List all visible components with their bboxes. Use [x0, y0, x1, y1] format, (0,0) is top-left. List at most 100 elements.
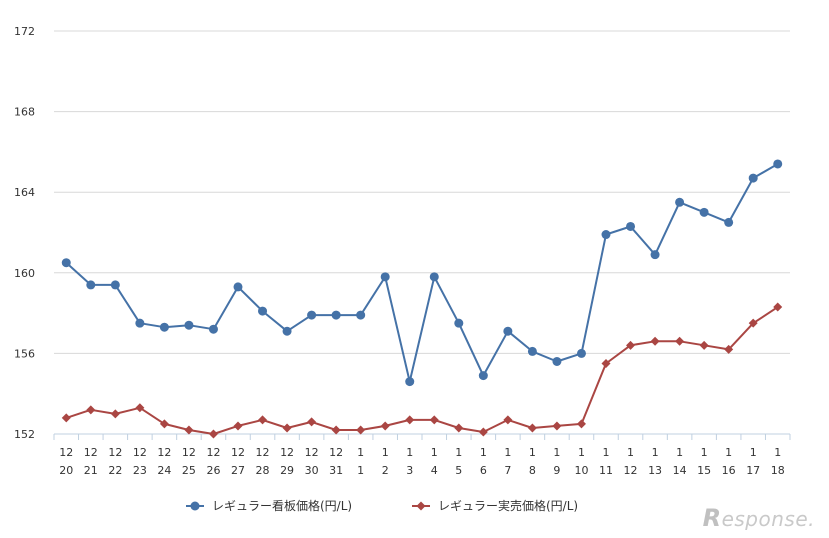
x-tick-label-day: 5 [455, 464, 462, 477]
data-point [552, 421, 562, 431]
x-tick-label-month: 12 [84, 446, 98, 459]
data-point [405, 415, 415, 425]
x-tick-label-month: 12 [329, 446, 343, 459]
data-point [61, 413, 71, 423]
x-tick-label-day: 7 [504, 464, 511, 477]
legend-marker [190, 501, 200, 511]
data-point [405, 377, 415, 387]
data-point [135, 403, 145, 413]
x-tick-label-day: 28 [256, 464, 270, 477]
data-point [675, 197, 685, 207]
data-point [601, 358, 611, 368]
x-tick-label-day: 25 [182, 464, 196, 477]
data-point [233, 421, 243, 431]
data-point [86, 280, 96, 290]
data-point [724, 217, 734, 227]
data-point [208, 429, 218, 439]
x-tick-label-month: 1 [406, 446, 413, 459]
data-point [527, 346, 537, 356]
chart-series [61, 159, 783, 439]
legend-label: レギュラー看板価格(円/L) [212, 498, 352, 513]
x-tick-label-month: 1 [431, 446, 438, 459]
data-point [748, 173, 758, 183]
x-tick-label-day: 21 [84, 464, 98, 477]
data-point [429, 415, 439, 425]
x-tick-label-day: 10 [574, 464, 588, 477]
y-tick-label: 156 [14, 347, 35, 360]
x-tick-label-month: 12 [157, 446, 171, 459]
x-tick-label-month: 12 [206, 446, 220, 459]
legend-label: レギュラー実売価格(円/L) [438, 498, 578, 513]
x-tick-label-day: 8 [529, 464, 536, 477]
x-tick-label-day: 17 [746, 464, 760, 477]
data-point [282, 423, 292, 433]
data-point [135, 318, 145, 328]
chart-grid [54, 30, 790, 435]
data-point [773, 302, 783, 312]
data-point [650, 250, 660, 260]
y-tick-label: 168 [14, 106, 35, 119]
x-tick-label-day: 2 [382, 464, 389, 477]
x-tick-label-month: 1 [676, 446, 683, 459]
x-tick-label-day: 14 [673, 464, 687, 477]
data-point [331, 310, 341, 320]
data-point [576, 419, 586, 429]
x-tick-label-month: 1 [529, 446, 536, 459]
data-point [307, 417, 317, 427]
x-tick-label-day: 11 [599, 464, 613, 477]
data-point [503, 326, 513, 336]
x-tick-label-month: 1 [382, 446, 389, 459]
data-point [576, 348, 586, 358]
x-tick-label-day: 30 [305, 464, 319, 477]
x-tick-label-day: 23 [133, 464, 147, 477]
x-tick-label-day: 27 [231, 464, 245, 477]
x-tick-label-month: 1 [553, 446, 560, 459]
x-tick-label-day: 1 [357, 464, 364, 477]
x-tick-label-day: 20 [59, 464, 73, 477]
data-point [380, 272, 390, 282]
data-point [356, 425, 366, 435]
data-point [159, 322, 169, 332]
x-tick-label-day: 29 [280, 464, 294, 477]
y-tick-label: 160 [14, 267, 35, 280]
x-tick-label-month: 1 [504, 446, 511, 459]
x-tick-label-month: 1 [750, 446, 757, 459]
x-tick-label-month: 12 [133, 446, 147, 459]
x-tick-label-month: 1 [725, 446, 732, 459]
data-point [356, 310, 366, 320]
x-tick-label-month: 1 [627, 446, 634, 459]
data-point [675, 336, 685, 346]
data-point [748, 318, 758, 328]
legend-marker [416, 501, 426, 511]
data-point [380, 421, 390, 431]
y-tick-label: 164 [14, 186, 35, 199]
y-axis: 152 156 160 164 168 172 [14, 25, 35, 441]
data-point [454, 423, 464, 433]
x-tick-label-day: 26 [206, 464, 220, 477]
x-tick-label-day: 9 [553, 464, 560, 477]
data-point [258, 415, 268, 425]
y-tick-label: 152 [14, 428, 35, 441]
x-tick-label-day: 16 [722, 464, 736, 477]
x-tick-label-month: 12 [59, 446, 73, 459]
x-tick-label-day: 24 [157, 464, 171, 477]
x-tick-label-day: 6 [480, 464, 487, 477]
data-point [626, 221, 636, 231]
x-tick-label-month: 1 [652, 446, 659, 459]
data-point [429, 272, 439, 282]
data-point [208, 324, 218, 334]
x-tick-label-day: 22 [108, 464, 122, 477]
response-logo: Response. [703, 504, 815, 532]
x-tick-label-day: 15 [697, 464, 711, 477]
x-tick-label-month: 1 [578, 446, 585, 459]
x-tick-label-month: 12 [231, 446, 245, 459]
data-point [159, 419, 169, 429]
data-point [110, 409, 120, 419]
x-tick-label-day: 3 [406, 464, 413, 477]
x-tick-label-month: 12 [182, 446, 196, 459]
x-tick-label-month: 12 [256, 446, 270, 459]
data-point [503, 415, 513, 425]
x-tick-label-day: 12 [624, 464, 638, 477]
data-point [110, 280, 120, 290]
